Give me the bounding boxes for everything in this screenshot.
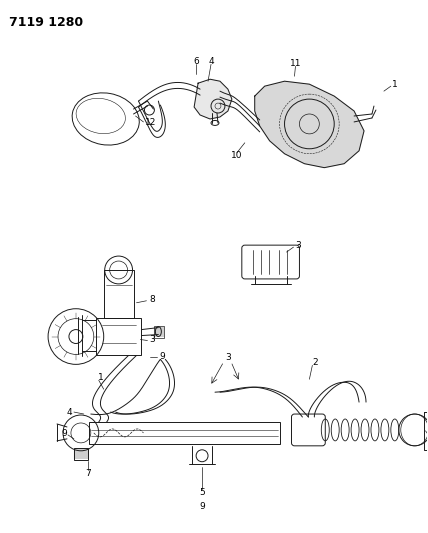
Text: 11: 11 (290, 59, 301, 68)
Text: 10: 10 (231, 151, 243, 160)
Text: 2: 2 (312, 358, 318, 367)
Bar (89, 422, 279, 444)
Text: 12: 12 (145, 118, 156, 127)
Text: 5: 5 (199, 488, 205, 497)
Text: 9: 9 (61, 430, 67, 439)
Bar (96, 318, 142, 356)
Bar (104, 270, 134, 318)
Bar (155, 326, 164, 337)
Text: 1: 1 (392, 80, 398, 88)
Text: 8: 8 (149, 295, 155, 304)
Text: 7: 7 (85, 469, 91, 478)
Text: 3: 3 (149, 335, 155, 344)
Polygon shape (255, 81, 364, 168)
Text: 7119 1280: 7119 1280 (9, 15, 83, 29)
Text: 9: 9 (160, 352, 165, 361)
Text: 4: 4 (208, 57, 214, 66)
Polygon shape (194, 79, 232, 119)
Bar (424, 412, 428, 450)
Text: 3: 3 (296, 240, 301, 249)
Text: 6: 6 (193, 57, 199, 66)
Text: 4: 4 (66, 408, 72, 417)
Bar (74, 448, 88, 460)
Text: 3: 3 (225, 353, 231, 362)
Text: 9: 9 (199, 502, 205, 511)
Text: 1: 1 (98, 373, 104, 382)
